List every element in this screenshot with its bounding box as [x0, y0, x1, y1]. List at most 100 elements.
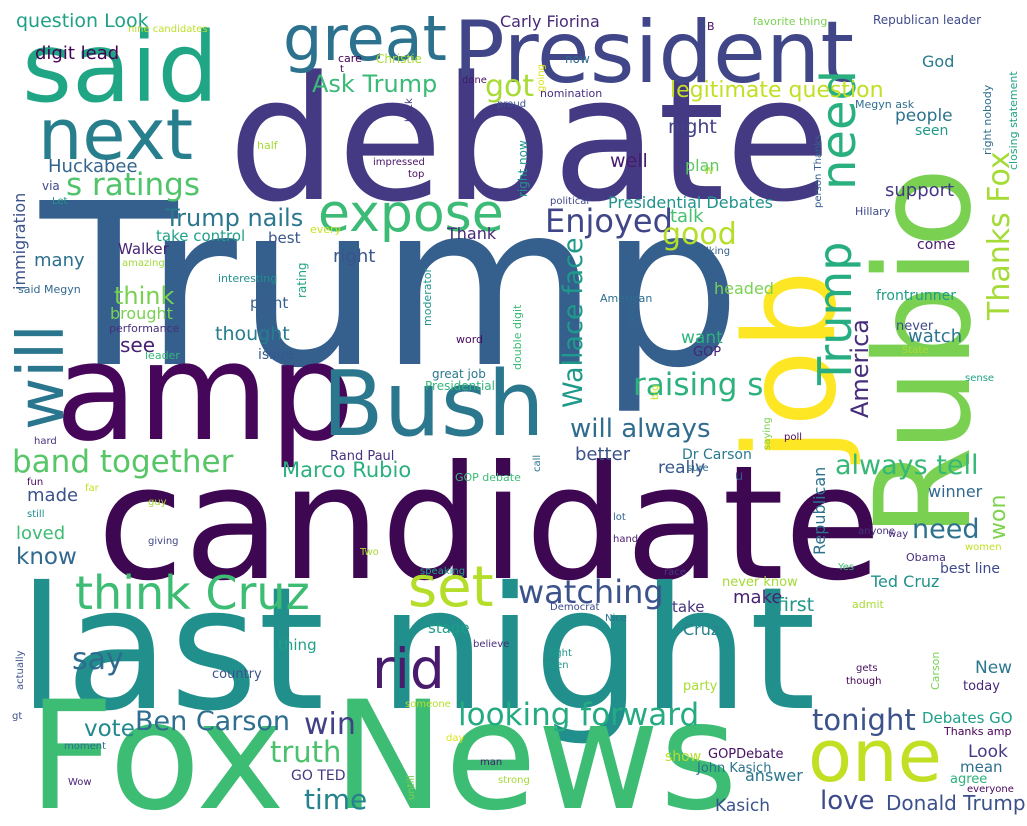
- word: will: [5, 324, 79, 430]
- word: Kasich: [715, 796, 770, 816]
- word: strong: [498, 775, 530, 786]
- word: Wow: [68, 777, 92, 788]
- word: Hillary: [855, 205, 891, 218]
- word: admit: [852, 598, 884, 611]
- word: gt: [12, 711, 23, 722]
- word: top: [408, 169, 425, 180]
- word: now: [565, 52, 590, 66]
- word: Ben Carson: [135, 706, 291, 737]
- word: never: [896, 319, 934, 334]
- word: know: [16, 544, 77, 570]
- word: back: [404, 98, 415, 122]
- word: done: [462, 75, 487, 86]
- word: hand: [613, 534, 639, 545]
- word: u: [735, 469, 744, 484]
- word: W: [704, 166, 714, 177]
- word: plan: [685, 156, 720, 175]
- word: seen: [915, 123, 949, 139]
- word: good: [662, 217, 737, 252]
- word: party: [683, 679, 718, 694]
- word: Trump nails: [165, 204, 304, 232]
- word: closing statement: [1007, 71, 1020, 170]
- word: talk: [670, 206, 704, 227]
- word: Megyn ask: [855, 98, 915, 111]
- word: moderator: [421, 267, 434, 326]
- word: take control: [156, 227, 246, 245]
- word: DC: [102, 289, 117, 300]
- word: word: [456, 333, 484, 346]
- word: thought: [215, 323, 290, 345]
- word: think: [114, 282, 175, 310]
- word: giving: [148, 536, 179, 547]
- word: Democrat: [550, 602, 600, 613]
- word: Two: [360, 547, 379, 558]
- word: nomination: [540, 87, 603, 100]
- word: fight: [549, 648, 572, 659]
- word: actually: [15, 650, 26, 691]
- word: really: [658, 458, 705, 478]
- word: America: [846, 319, 874, 418]
- word: make: [733, 587, 783, 608]
- word: Thanks Fox: [982, 151, 1017, 320]
- word: via: [42, 179, 60, 193]
- word: amp: [55, 314, 355, 471]
- word: night: [668, 116, 717, 138]
- word: Yes: [838, 562, 855, 573]
- word: day: [446, 733, 465, 744]
- word: many: [34, 250, 85, 271]
- word: performance: [109, 322, 180, 335]
- word: s ratings: [66, 167, 200, 203]
- word: Donald Trump: [886, 791, 1026, 815]
- word: looking forward: [458, 697, 700, 733]
- word: first: [777, 594, 815, 616]
- word: care: [338, 52, 362, 65]
- word: digit lead: [35, 43, 120, 64]
- word: believe: [473, 639, 510, 650]
- word: Marco Rubio: [282, 458, 412, 482]
- word: Ted Cruz: [871, 572, 940, 591]
- word: thing: [278, 636, 317, 654]
- word: Presidential: [425, 379, 495, 393]
- word: best: [268, 229, 301, 247]
- word: nine candidates: [128, 24, 208, 35]
- word: issue: [258, 347, 294, 363]
- word: rid: [372, 637, 445, 701]
- word: great: [283, 2, 447, 75]
- word: Trump: [40, 156, 742, 418]
- word: mean: [960, 758, 1003, 776]
- word: GOPDebate: [708, 747, 784, 762]
- word: Presidential Debates: [608, 193, 773, 212]
- word: expose: [318, 184, 504, 244]
- word: Rand Paul: [330, 449, 395, 464]
- word: lot: [613, 512, 626, 523]
- word: right now: [516, 140, 530, 197]
- word: Republican: [810, 466, 829, 555]
- word: Thank: [447, 224, 497, 243]
- word: everyone: [967, 784, 1014, 795]
- word: truth: [270, 735, 342, 769]
- word: American: [600, 292, 653, 305]
- word: made: [27, 485, 79, 506]
- word: still: [27, 509, 45, 520]
- word: sure: [687, 463, 709, 474]
- word: Huckabee: [48, 156, 138, 177]
- word: legitimate question: [670, 78, 884, 103]
- word: next: [38, 94, 194, 176]
- word: agree: [950, 772, 988, 787]
- word: Wallace face: [558, 237, 589, 408]
- word: Christie: [376, 52, 422, 66]
- word: people: [895, 106, 953, 126]
- word: GOP: [693, 345, 722, 360]
- word: better: [575, 444, 631, 465]
- word: Thanks amp: [944, 725, 1012, 738]
- word: guy: [148, 497, 167, 508]
- word: think Cruz: [75, 566, 310, 620]
- word: watching: [518, 573, 664, 611]
- word: raising s: [633, 367, 764, 403]
- word: leader: [145, 349, 180, 362]
- word: Let: [52, 196, 68, 207]
- word: amazing: [122, 258, 165, 269]
- word: headed: [714, 279, 774, 298]
- word: answer: [745, 766, 803, 785]
